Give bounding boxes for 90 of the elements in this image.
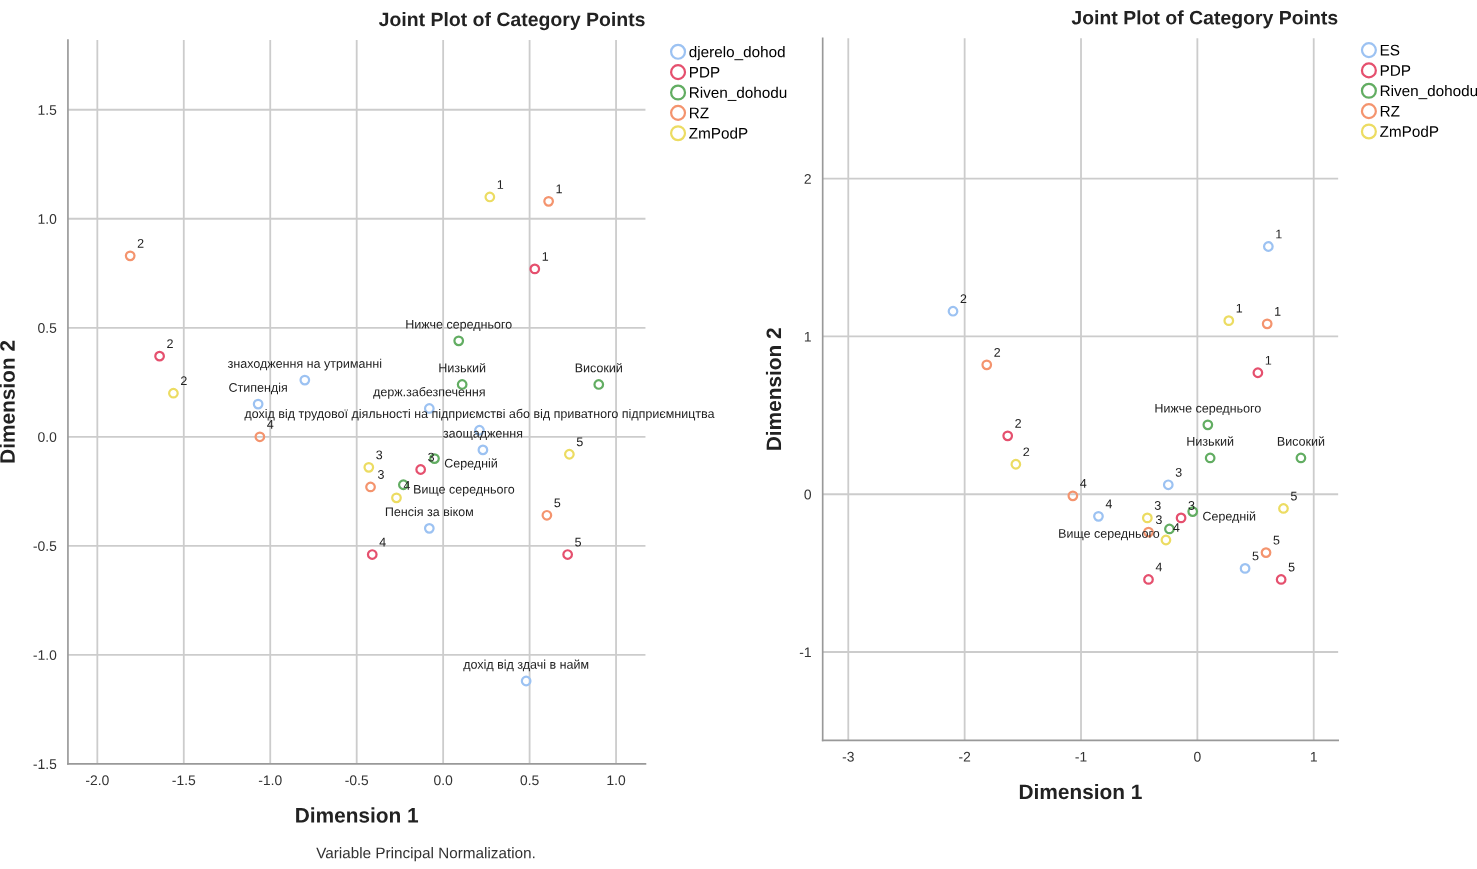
annotation: 5 bbox=[1273, 535, 1280, 545]
annotation: 5 bbox=[554, 498, 561, 508]
y-tick-label: -1 bbox=[799, 647, 811, 658]
y-tick-label: 0.5 bbox=[38, 323, 57, 333]
annotation: 5 bbox=[1288, 562, 1295, 572]
chart-title: Joint Plot of Category Points bbox=[378, 11, 645, 31]
y-tick-label: -0.5 bbox=[33, 541, 57, 551]
annotation: 2 bbox=[960, 294, 967, 304]
chart-title: Joint Plot of Category Points bbox=[1071, 10, 1338, 29]
annotation: Низький bbox=[439, 362, 486, 373]
y-tick-label: -1.5 bbox=[33, 759, 57, 770]
annotation: 3 bbox=[377, 470, 384, 479]
annotation: Низький bbox=[1187, 436, 1234, 446]
annotation: Високий bbox=[575, 362, 622, 373]
legend-label: ZmPodP bbox=[689, 127, 748, 139]
annotation: 5 bbox=[575, 537, 582, 547]
x-tick-label: 0 bbox=[1194, 751, 1201, 762]
annotation: 1 bbox=[556, 184, 562, 194]
annotation: Нижче середнього bbox=[406, 319, 512, 332]
x-tick-label: 0.0 bbox=[434, 775, 453, 786]
x-tick-label: -2.0 bbox=[85, 775, 109, 786]
annotation: 1 bbox=[1236, 303, 1243, 313]
annotation: 5 bbox=[1290, 491, 1297, 501]
x-tick-label: -0.5 bbox=[345, 775, 369, 786]
annotation: 4 bbox=[267, 420, 274, 429]
annotation: Стипендія bbox=[229, 382, 287, 395]
x-tick-label: -3 bbox=[842, 751, 854, 762]
annotation: 2 bbox=[167, 339, 173, 348]
annotation: 2 bbox=[180, 376, 187, 386]
annotation: Нижче середнього bbox=[1155, 403, 1261, 416]
annotation: 5 bbox=[1252, 551, 1259, 561]
legend-label: PDP bbox=[690, 67, 720, 78]
legend-label: RZ bbox=[1380, 105, 1400, 117]
annotation: 3 bbox=[428, 452, 435, 462]
x-tick-label: 0.5 bbox=[520, 775, 539, 786]
legend-label: ES bbox=[1380, 44, 1400, 56]
y-tick-label: -1.0 bbox=[33, 650, 57, 660]
legend-label: Riven_dohodu bbox=[1380, 85, 1477, 100]
y-tick-label: 2 bbox=[804, 174, 811, 184]
x-tick-label: -1.0 bbox=[258, 775, 282, 786]
y-tick-label: 1.5 bbox=[38, 105, 57, 115]
annotation: 4 bbox=[379, 537, 386, 547]
annotation: Середній bbox=[1203, 511, 1256, 524]
annotation: 4 bbox=[1155, 562, 1163, 572]
annotation: 1 bbox=[1276, 229, 1282, 239]
annotation: 2 bbox=[994, 347, 1001, 357]
annotation: Вище середнього bbox=[414, 484, 515, 497]
annotation: 2 bbox=[1015, 418, 1021, 428]
annotation: дохід від здачі в найм bbox=[463, 659, 589, 672]
annotation: 1 bbox=[1275, 307, 1281, 316]
y-axis-title: Dimension 2 bbox=[765, 328, 782, 450]
text: Variable Principal Normalization. bbox=[316, 847, 535, 862]
annotation: знаходження на утриманні bbox=[227, 358, 382, 371]
y-tick-label: 0.0 bbox=[38, 432, 57, 442]
annotation: 4 bbox=[1173, 523, 1180, 532]
annotation: 4 bbox=[1105, 499, 1112, 509]
annotation: 3 bbox=[376, 450, 383, 460]
x-tick-label: -1.5 bbox=[172, 775, 196, 786]
annotation: Високий bbox=[1277, 436, 1325, 446]
legend-label: RZ bbox=[690, 107, 709, 119]
x-tick-label: -2 bbox=[959, 751, 971, 762]
x-axis-title: Dimension 1 bbox=[296, 807, 419, 823]
annotation: 2 bbox=[1023, 447, 1030, 457]
annotation: Пенсія за віком bbox=[385, 507, 473, 517]
annotation: 2 bbox=[137, 238, 144, 248]
annotation: 3 bbox=[1155, 515, 1162, 525]
legend-label: PDP bbox=[1380, 65, 1411, 76]
x-tick-label: 1.0 bbox=[607, 775, 626, 786]
legend-label: Riven_dohodu bbox=[690, 86, 787, 101]
y-tick-label: 1.0 bbox=[38, 214, 57, 224]
annotation: держ.забезпечення bbox=[373, 386, 485, 399]
legend-label: ZmPodP bbox=[1380, 125, 1439, 137]
annotation: 1 bbox=[542, 252, 549, 261]
annotation: 5 bbox=[576, 437, 583, 447]
annotation: Вище середнього bbox=[1059, 529, 1160, 541]
x-tick-label: 1 bbox=[1310, 752, 1317, 762]
annotation: 3 bbox=[1175, 467, 1182, 477]
y-tick-label: 1 bbox=[804, 331, 811, 342]
annotation: 1 bbox=[497, 180, 504, 189]
y-axis-title: Dimension 2 bbox=[0, 340, 15, 463]
annotation: 1 bbox=[1265, 356, 1272, 365]
annotation: 3 bbox=[1154, 501, 1161, 510]
annotation: 4 bbox=[1080, 479, 1087, 488]
annotation: дохід від трудової діяльності на підприємстві або від приватного підприємництва bbox=[244, 408, 715, 421]
legend-label: djerelo_dohod bbox=[689, 46, 785, 61]
y-tick-label: 0 bbox=[804, 489, 812, 500]
x-axis-title: Dimension 1 bbox=[1019, 783, 1142, 800]
annotation: Середній bbox=[444, 458, 497, 471]
annotation: заощадження bbox=[443, 430, 523, 441]
x-tick-label: -1 bbox=[1075, 752, 1087, 762]
